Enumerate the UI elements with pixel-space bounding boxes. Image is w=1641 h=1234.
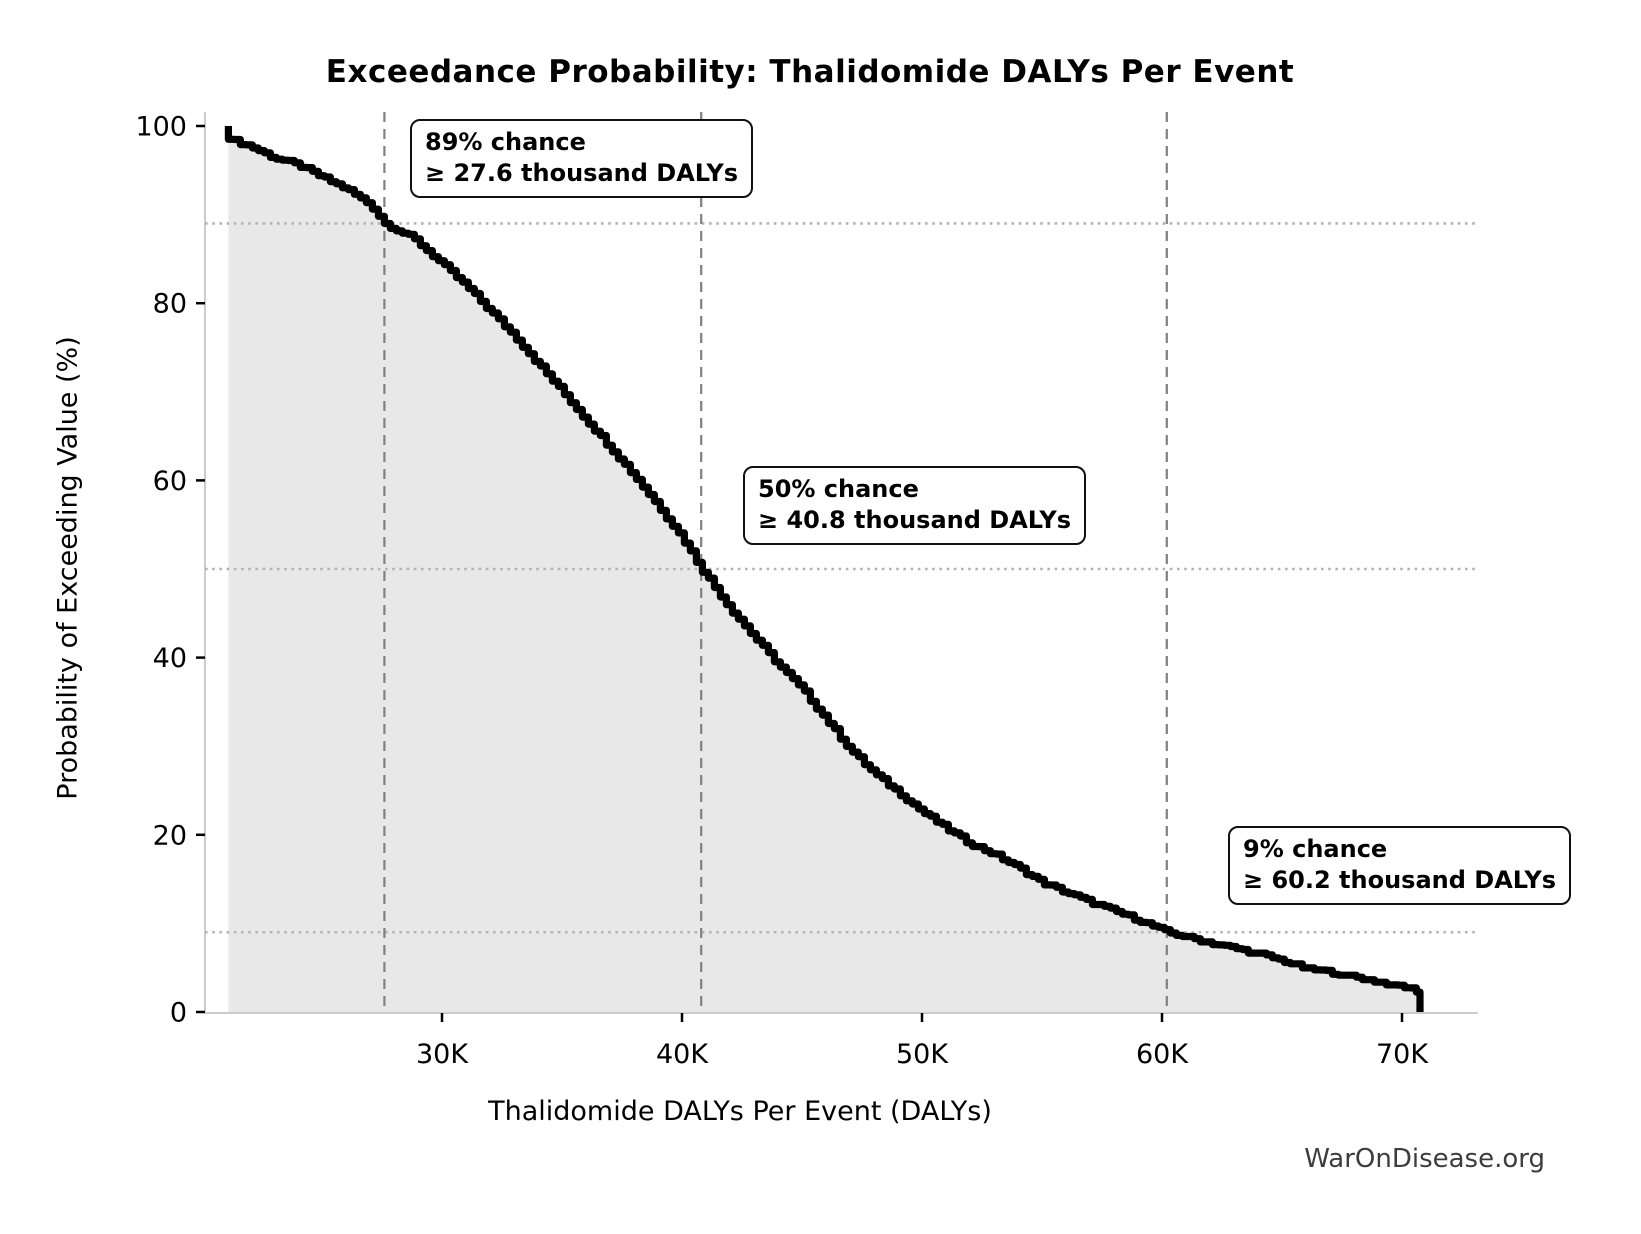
annotation-chance-text: 50% chance — [758, 475, 919, 503]
chart-title: Exceedance Probability: Thalidomide DALY… — [325, 54, 1295, 90]
watermark-text: WarOnDisease.org — [1304, 1144, 1545, 1174]
y-tick-label: 80 — [153, 289, 187, 320]
x-tick-label: 50K — [896, 1039, 949, 1070]
exceedance-curve — [224, 126, 1424, 1012]
x-axis-label: Thalidomide DALYs Per Event (DALYs) — [488, 1096, 992, 1127]
annotation-chance-text: 9% chance — [1243, 835, 1388, 863]
annotation-threshold-text: ≥ 60.2 thousand DALYs — [1243, 866, 1556, 894]
annotation-threshold-text: ≥ 27.6 thousand DALYs — [425, 159, 738, 187]
annotation-50-percent: 50% chance ≥ 40.8 thousand DALYs — [743, 466, 1086, 545]
x-tick-label: 40K — [656, 1039, 709, 1070]
y-tick-label: 40 — [153, 643, 187, 674]
annotation-89-percent: 89% chance ≥ 27.6 thousand DALYs — [410, 119, 753, 198]
y-axis-label: Probability of Exceeding Value (%) — [52, 336, 84, 800]
annotation-threshold-text: ≥ 40.8 thousand DALYs — [758, 506, 1071, 534]
annotation-chance-text: 89% chance — [425, 128, 586, 156]
y-tick-label: 20 — [153, 820, 187, 851]
y-tick-label: 0 — [170, 998, 187, 1029]
x-tick-label: 70K — [1376, 1039, 1429, 1070]
x-tick-label: 60K — [1136, 1039, 1189, 1070]
y-tick-label: 60 — [153, 466, 187, 497]
y-tick-label: 100 — [135, 112, 187, 143]
annotation-9-percent: 9% chance ≥ 60.2 thousand DALYs — [1228, 826, 1571, 905]
x-tick-label: 30K — [416, 1039, 469, 1070]
